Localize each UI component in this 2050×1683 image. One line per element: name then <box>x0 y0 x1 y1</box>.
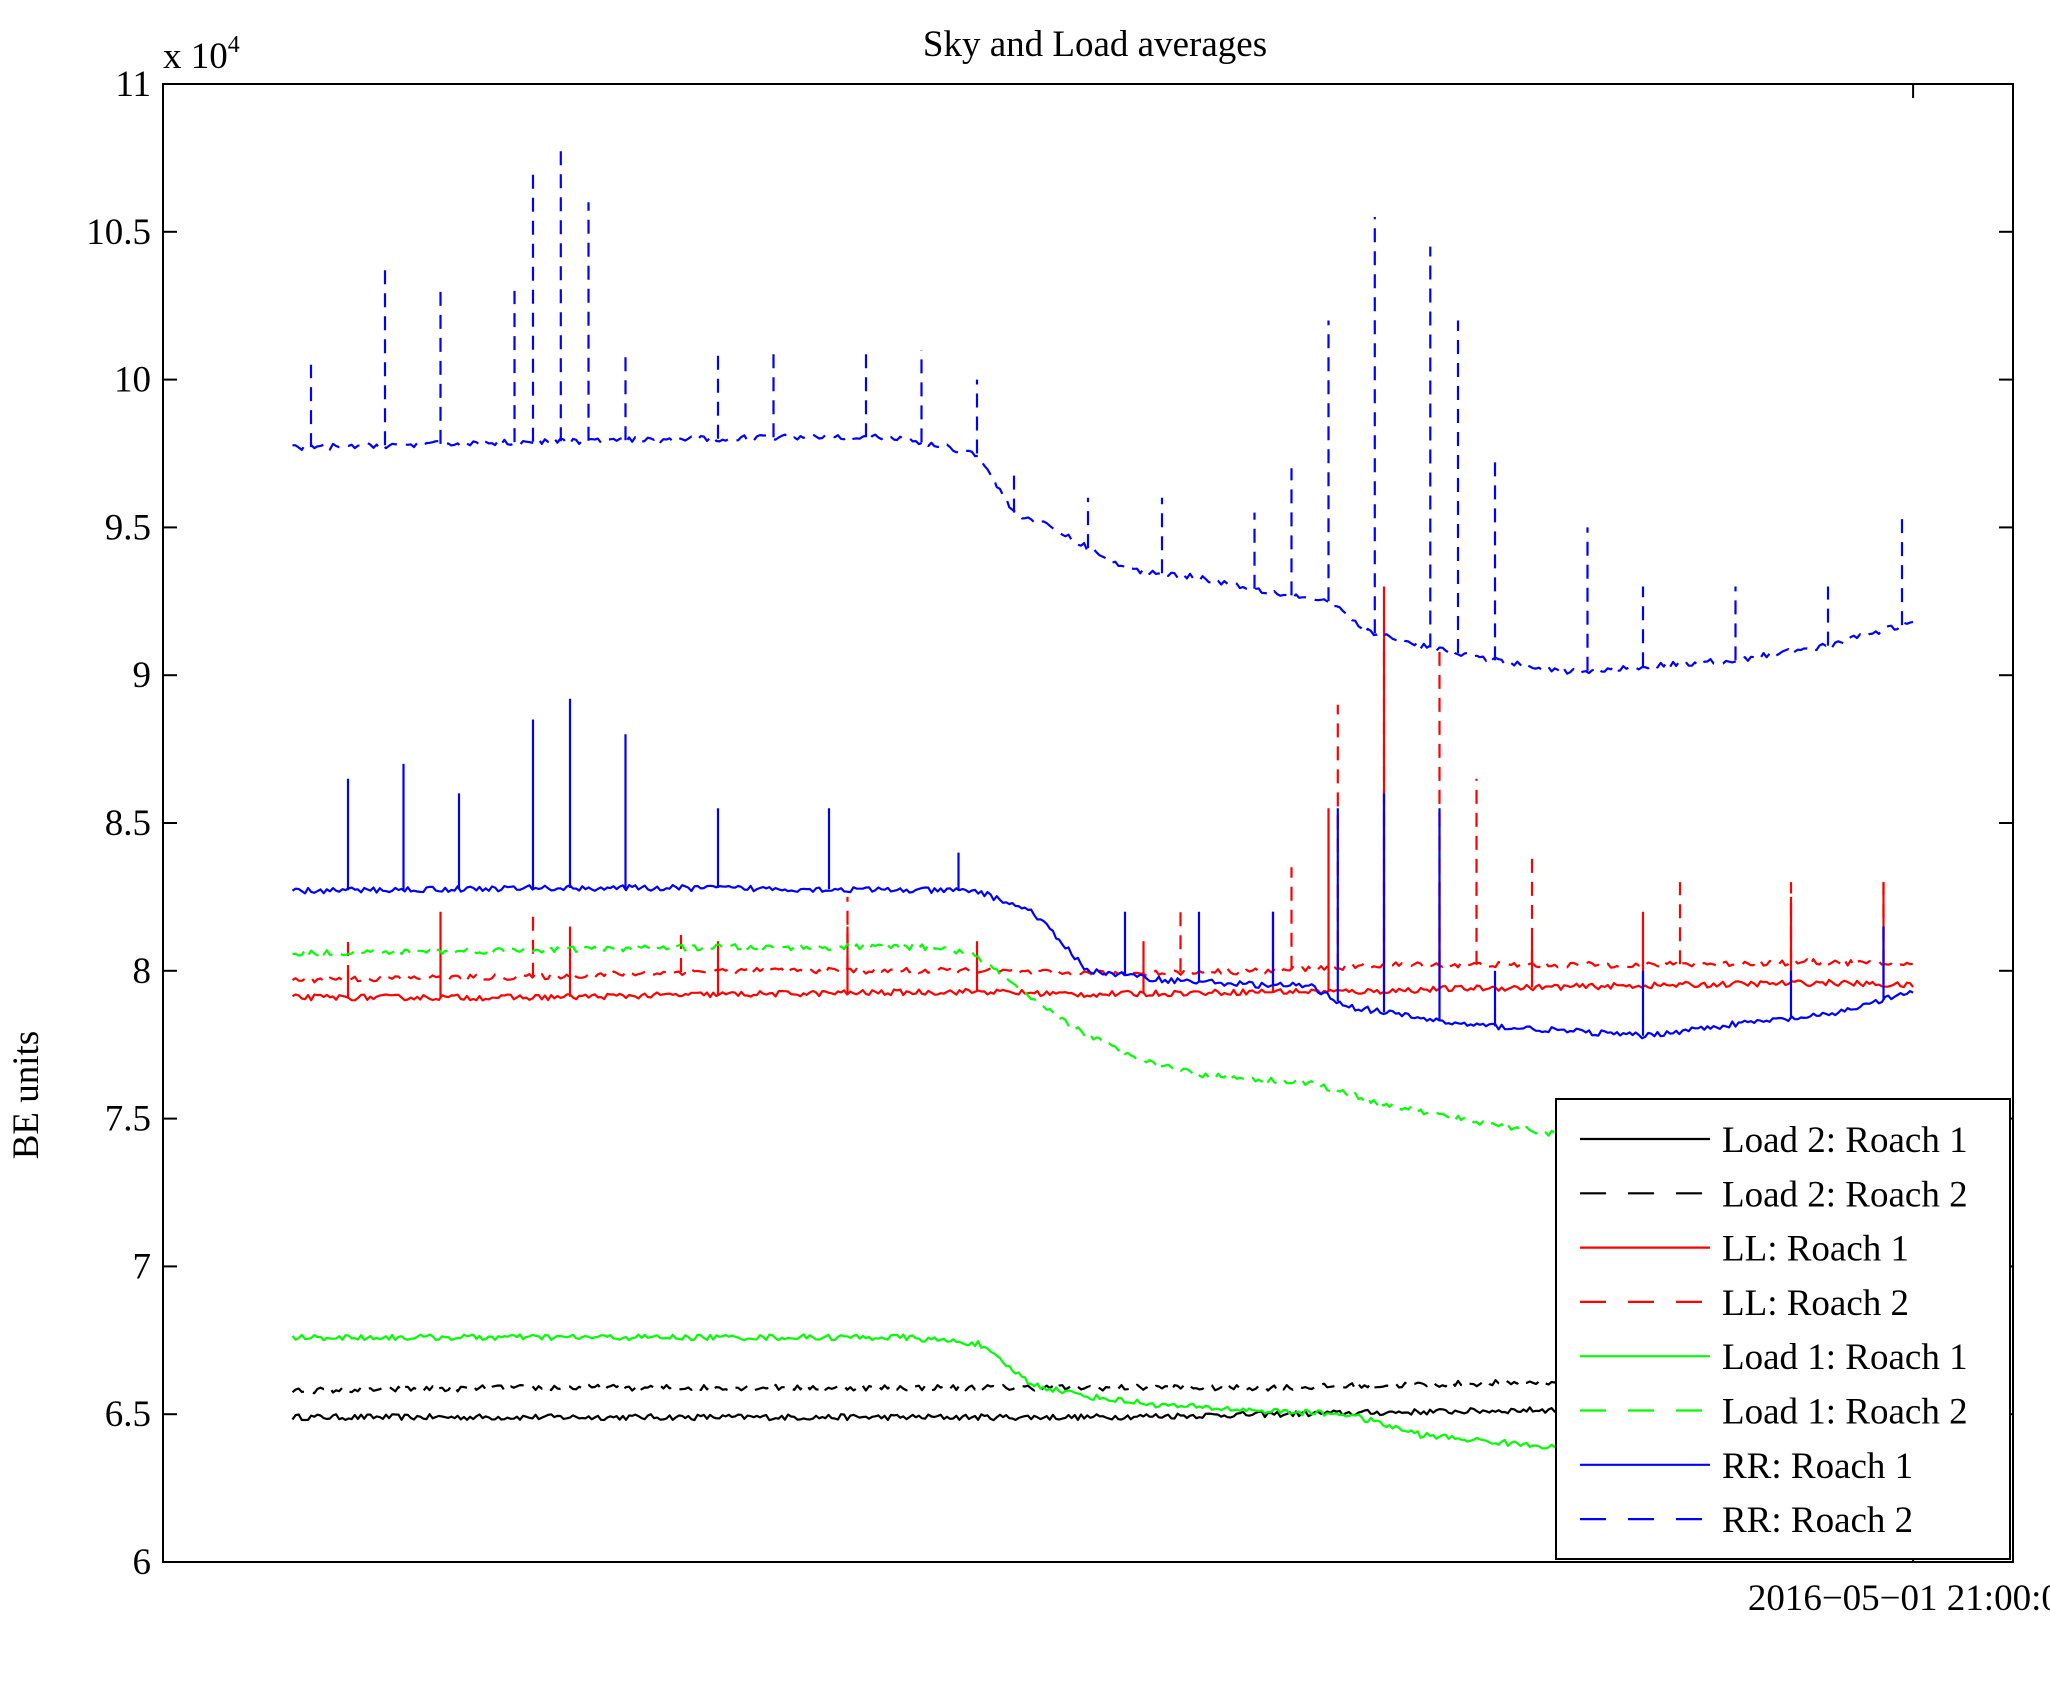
legend-entry: RR: Roach 2 <box>1722 1500 1913 1541</box>
y-tick-label: 9 <box>133 655 152 696</box>
y-tick-label: 6.5 <box>105 1394 151 1435</box>
legend-entry: RR: Roach 1 <box>1722 1446 1913 1487</box>
y-exponent-label: x 104 <box>163 32 240 77</box>
y-tick-label: 9.5 <box>105 507 151 548</box>
legend-entry: Load 2: Roach 2 <box>1722 1174 1968 1215</box>
x-tick-label: 2016−05−01 21:00:00 <box>1748 1578 2050 1619</box>
y-axis-label: BE units <box>6 1031 47 1160</box>
y-tick-label: 8.5 <box>105 803 151 844</box>
y-tick-label: 11 <box>115 64 151 105</box>
legend: Load 2: Roach 1 Load 2: Roach 2 LL: Roach … <box>1555 1098 2011 1560</box>
y-tick-label: 8 <box>133 951 152 992</box>
y-tick-label: 10.5 <box>86 212 151 253</box>
legend-entry: Load 2: Roach 1 <box>1722 1120 1968 1161</box>
series-line <box>291 883 1914 1040</box>
y-exponent-base: x 10 <box>163 36 228 77</box>
series-6 <box>291 698 1914 1040</box>
y-tick-label: 6 <box>133 1542 152 1583</box>
y-exponent-power: 4 <box>228 32 240 58</box>
y-tick-label: 7 <box>133 1246 152 1287</box>
legend-entry: LL: Roach 2 <box>1722 1283 1909 1324</box>
series-line <box>291 958 1914 984</box>
axes-layer: 6 6.5 7 7.5 8 8.5 9 9.5 10 10.5 11 2016−05−01 21:00… <box>86 64 2050 1619</box>
y-tick-label: 10 <box>114 360 151 401</box>
chart-title: Sky and Load averages <box>923 24 1267 65</box>
series-line <box>292 433 1914 675</box>
legend-entry: Load 1: Roach 1 <box>1722 1337 1968 1378</box>
y-tick-label: 7.5 <box>105 1099 151 1140</box>
series-layer <box>291 143 1914 1457</box>
legend-box <box>1555 1098 2011 1560</box>
legend-entry: Load 1: Roach 2 <box>1722 1392 1968 1433</box>
legend-entry: LL: Roach 1 <box>1722 1229 1909 1270</box>
series-7 <box>292 143 1914 675</box>
